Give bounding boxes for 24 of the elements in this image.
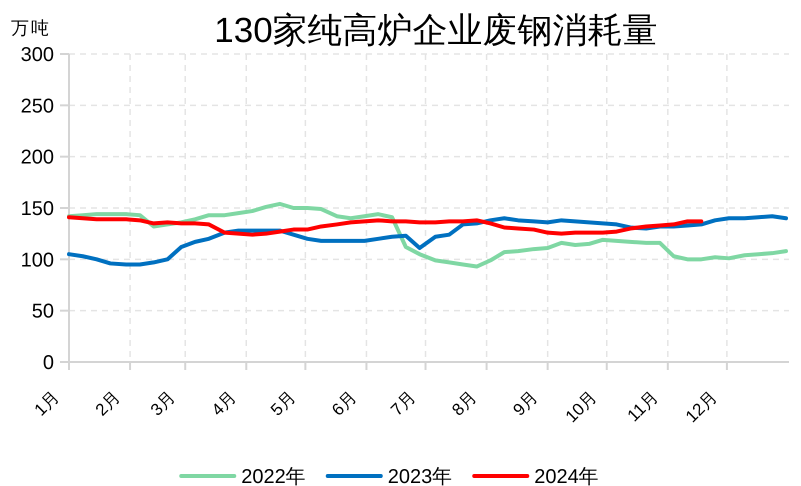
y-tick-label: 250 bbox=[20, 95, 54, 118]
x-tick-label: 1月 bbox=[30, 387, 63, 420]
legend-label: 2023年 bbox=[388, 466, 452, 486]
y-tick-label: 50 bbox=[32, 300, 54, 323]
x-tick-label: 3月 bbox=[146, 387, 180, 420]
x-tick-label: 5月 bbox=[267, 387, 300, 420]
title: 130家纯高炉企业废钢消耗量 bbox=[214, 11, 658, 50]
y-tick-label: 150 bbox=[20, 198, 54, 220]
x-tick-label: 12月 bbox=[682, 387, 721, 426]
y-tick-label: 0 bbox=[42, 352, 54, 374]
x-tick-label: 6月 bbox=[328, 387, 360, 420]
x-tick-label: 7月 bbox=[387, 387, 420, 420]
x-tick-label: 4月 bbox=[208, 387, 240, 420]
x-tick-label: 8月 bbox=[448, 387, 480, 420]
x-tick-label: 2月 bbox=[92, 387, 124, 420]
y-tick-label: 100 bbox=[20, 249, 54, 272]
ylabel: 万吨 bbox=[11, 18, 51, 38]
y-tick-label: 300 bbox=[20, 44, 54, 66]
y-tick-label: 200 bbox=[20, 146, 54, 169]
x-tick-label: 11月 bbox=[624, 387, 662, 426]
legend-label: 2024年 bbox=[534, 466, 599, 486]
x-tick-label: 10月 bbox=[562, 387, 601, 426]
legend-label: 2022年 bbox=[241, 466, 306, 486]
x-tick-label: 9月 bbox=[509, 387, 542, 420]
